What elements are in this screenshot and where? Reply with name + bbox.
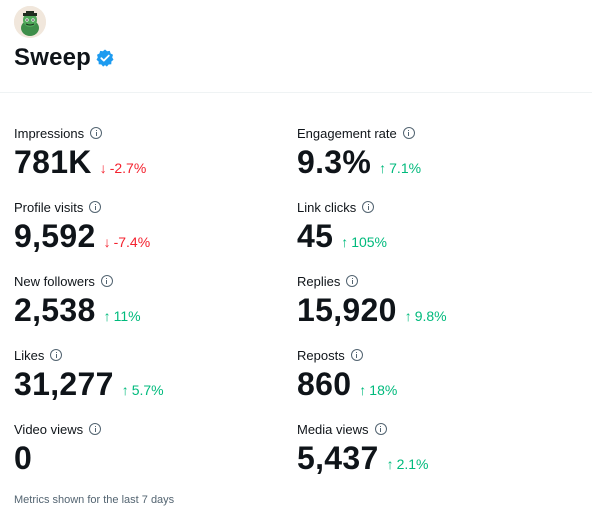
metric-value: 0 xyxy=(14,440,33,476)
metric-change: ↓ -7.4% xyxy=(103,234,151,250)
metric-media-views: Media views 5,437 ↑ 2.1% xyxy=(297,421,429,477)
info-icon[interactable] xyxy=(362,201,375,213)
metric-change: ↑ 2.1% xyxy=(386,456,429,472)
metric-change: ↑ 9.8% xyxy=(404,308,447,324)
metric-change: ↑ 5.7% xyxy=(121,382,164,398)
metric-label: Video views xyxy=(14,421,84,437)
metric-value: 5,437 xyxy=(297,440,379,476)
metric-profile-visits: Profile visits 9,592 ↓ -7.4% xyxy=(14,199,150,255)
metric-label: Engagement rate xyxy=(297,125,397,141)
metric-label: New followers xyxy=(14,273,95,289)
metric-replies: Replies 15,920 ↑ 9.8% xyxy=(297,273,447,329)
header-divider xyxy=(0,92,592,93)
info-icon[interactable] xyxy=(89,201,102,213)
metric-change: ↓ -2.7% xyxy=(99,160,147,176)
metric-label: Link clicks xyxy=(297,199,357,215)
metric-value: 9.3% xyxy=(297,144,372,180)
info-icon[interactable] xyxy=(50,349,63,361)
info-icon[interactable] xyxy=(90,127,103,139)
info-icon[interactable] xyxy=(100,275,113,287)
arrow-up-icon: ↑ xyxy=(359,382,367,398)
metric-new-followers: New followers 2,538 ↑ 11% xyxy=(14,273,141,329)
avatar[interactable] xyxy=(14,6,46,38)
metric-label: Likes xyxy=(14,347,45,363)
metric-change: ↑ 105% xyxy=(341,234,388,250)
metric-value: 15,920 xyxy=(297,292,397,328)
metric-label: Replies xyxy=(297,273,341,289)
arrow-up-icon: ↑ xyxy=(121,382,129,398)
metric-value: 31,277 xyxy=(14,366,114,402)
account-name[interactable]: Sweep xyxy=(14,44,92,71)
arrow-up-icon: ↑ xyxy=(341,234,349,250)
info-icon[interactable] xyxy=(89,423,102,435)
metric-link-clicks: Link clicks 45 ↑ 105% xyxy=(297,199,387,255)
arrow-up-icon: ↑ xyxy=(386,456,394,472)
info-icon[interactable] xyxy=(346,275,359,287)
arrow-up-icon: ↑ xyxy=(379,160,387,176)
metric-video-views: Video views 0 xyxy=(14,421,102,477)
metric-change: ↑ 7.1% xyxy=(379,160,422,176)
metrics-period-note: Metrics shown for the last 7 days xyxy=(14,494,175,506)
metric-change: ↑ 11% xyxy=(103,308,141,324)
metric-value: 2,538 xyxy=(14,292,96,328)
metric-engagement-rate: Engagement rate 9.3% ↑ 7.1% xyxy=(297,125,421,181)
metric-value: 45 xyxy=(297,218,334,254)
metric-reposts: Reposts 860 ↑ 18% xyxy=(297,347,397,403)
info-icon[interactable] xyxy=(402,127,415,139)
arrow-up-icon: ↑ xyxy=(404,308,412,324)
arrow-up-icon: ↑ xyxy=(103,308,111,324)
metric-value: 860 xyxy=(297,366,352,402)
info-icon[interactable] xyxy=(350,349,363,361)
account-header: Sweep xyxy=(14,44,115,72)
metric-value: 9,592 xyxy=(14,218,96,254)
metric-change: ↑ 18% xyxy=(359,382,398,398)
metric-label: Media views xyxy=(297,421,369,437)
info-icon[interactable] xyxy=(374,423,387,435)
metric-label: Reposts xyxy=(297,347,345,363)
metric-likes: Likes 31,277 ↑ 5.7% xyxy=(14,347,164,403)
arrow-down-icon: ↓ xyxy=(103,234,111,250)
verified-badge-icon xyxy=(95,48,115,68)
metric-impressions: Impressions 781K ↓ -2.7% xyxy=(14,125,146,181)
frog-avatar-icon xyxy=(14,6,46,38)
arrow-down-icon: ↓ xyxy=(99,160,107,176)
metric-label: Impressions xyxy=(14,125,85,141)
metric-label: Profile visits xyxy=(14,199,84,215)
metric-value: 781K xyxy=(14,144,92,180)
